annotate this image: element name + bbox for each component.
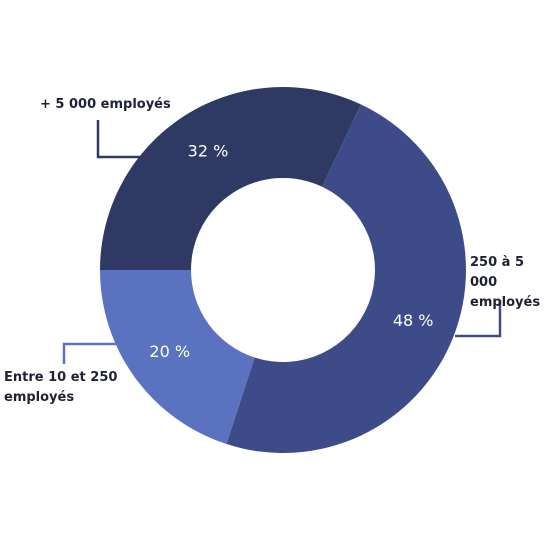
- value-label: 48 %: [393, 311, 434, 330]
- category-label: + 5 000 employés: [40, 97, 171, 112]
- value-label: 20 %: [149, 342, 190, 361]
- leader-line: [62, 342, 118, 364]
- value-label: 32 %: [188, 141, 229, 160]
- leader-line: [96, 120, 140, 159]
- donut-slice: [226, 104, 466, 453]
- donut-slice: [99, 270, 255, 445]
- category-label: Entre 10 et 250 employés: [4, 370, 118, 405]
- leader-line: [455, 300, 502, 338]
- donut-slice: [100, 86, 361, 270]
- category-label: 250 à 5 000 employés: [470, 255, 541, 310]
